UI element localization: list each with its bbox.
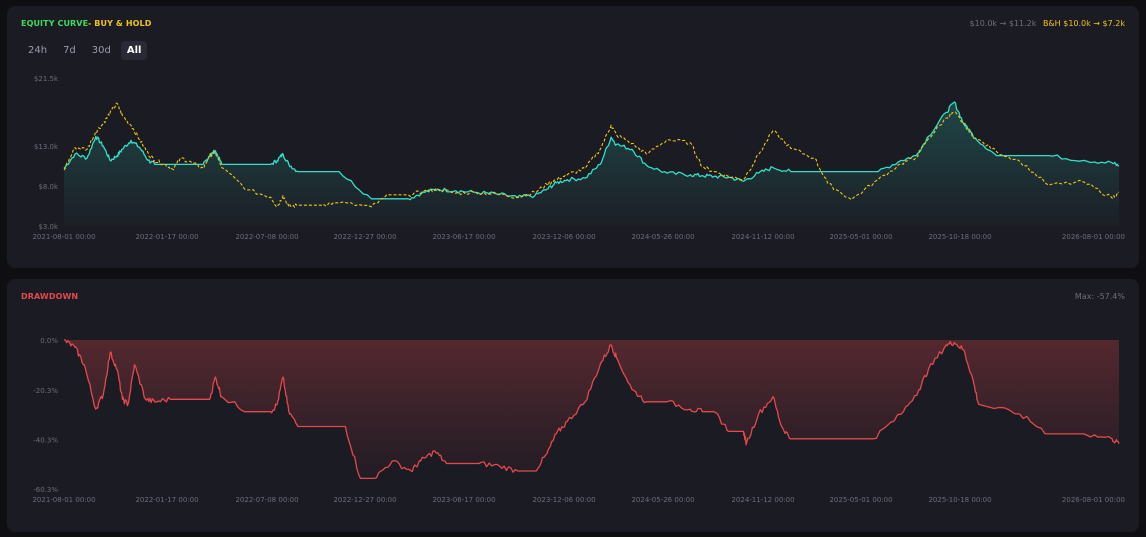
x-tick-label: 2024-11-12 00:00 (731, 233, 794, 241)
x-tick-label: 2022-07-08 00:00 (235, 496, 298, 504)
x-tick-label: 2023-06-17 00:00 (432, 233, 495, 241)
y-tick-label: $13.0k (34, 143, 59, 151)
drawdown-panel: DRAWDOWN Max: -57.4% 0.0% -20.3% -40.3% -60… (7, 279, 1139, 532)
equity-curve-title: EQUITY CURVE (21, 19, 89, 28)
x-tick-label: 2025-05-01 00:00 (829, 496, 892, 504)
drawdown-title: DRAWDOWN (21, 292, 79, 301)
y-tick-label: $21.5k (34, 75, 59, 83)
x-tick-label: 2026-08-01 00:00 (1062, 496, 1125, 504)
tab-7d[interactable]: 7d (63, 45, 76, 56)
series-area-fill (64, 339, 1119, 479)
tab-all[interactable]: All (120, 41, 148, 60)
drawdown-chart: 0.0% -20.3% -40.3% -60.3% 2021-08-01 00:00 20… (32, 337, 1125, 504)
buy-hold-legend: - BUY & HOLD (88, 19, 152, 28)
x-tick-label: 2025-10-18 00:00 (928, 233, 991, 241)
y-tick-label: $3.0k (38, 223, 59, 231)
buy-hold-line (63, 102, 1120, 208)
bh-summary: B&H $10.0k → $7.2k (1042, 19, 1125, 28)
x-tick-label: 2021-08-01 00:00 (32, 496, 95, 504)
x-tick-label: 2024-05-26 00:00 (631, 496, 694, 504)
y-tick-label: 0.0% (40, 337, 58, 345)
x-tick-label: 2023-12-06 00:00 (532, 496, 595, 504)
x-tick-label: 2022-01-17 00:00 (135, 233, 198, 241)
tab-30d[interactable]: 30d (91, 45, 111, 56)
y-tick-label: -40.3% (33, 437, 58, 445)
x-tick-label: 2023-12-06 00:00 (532, 233, 595, 241)
drawdown-line (63, 339, 1120, 480)
y-tick-label: -60.3% (33, 486, 58, 494)
x-tick-label: 2024-05-26 00:00 (631, 233, 694, 241)
x-tick-label: 2024-11-12 00:00 (731, 496, 794, 504)
y-tick-label: -20.3% (33, 387, 58, 395)
x-tick-label: 2025-05-01 00:00 (829, 233, 892, 241)
x-tick-label: 2022-07-08 00:00 (235, 233, 298, 241)
timeframe-tabs: 24h 7d 30d All (22, 41, 148, 60)
series-area-fill (64, 102, 1119, 226)
x-tick-label: 2022-12-27 00:00 (333, 233, 396, 241)
strategy-summary: $10.0k → $11.2k (969, 19, 1037, 28)
equity-summary: $10.0k → $11.2k B&H $10.0k → $7.2k (970, 19, 1125, 28)
tab-24h[interactable]: 24h (28, 45, 48, 56)
x-tick-label: 2021-08-01 00:00 (32, 233, 95, 241)
max-drawdown-label: Max: -57.4% (1074, 292, 1125, 301)
x-tick-label: 2022-01-17 00:00 (135, 496, 198, 504)
x-tick-label: 2022-12-27 00:00 (333, 496, 396, 504)
x-tick-label: 2023-06-17 00:00 (432, 496, 495, 504)
x-tick-label: 2025-10-18 00:00 (928, 496, 991, 504)
y-tick-label: $8.0k (38, 183, 59, 191)
x-tick-label: 2026-08-01 00:00 (1062, 233, 1125, 241)
equity-curve-panel: EQUITY CURVE - BUY & HOLD $10.0k → $11.2… (7, 6, 1139, 268)
equity-chart: $21.5k $13.0k $8.0k $3.0k 2021-08-01 00:00 20… (32, 75, 1125, 241)
